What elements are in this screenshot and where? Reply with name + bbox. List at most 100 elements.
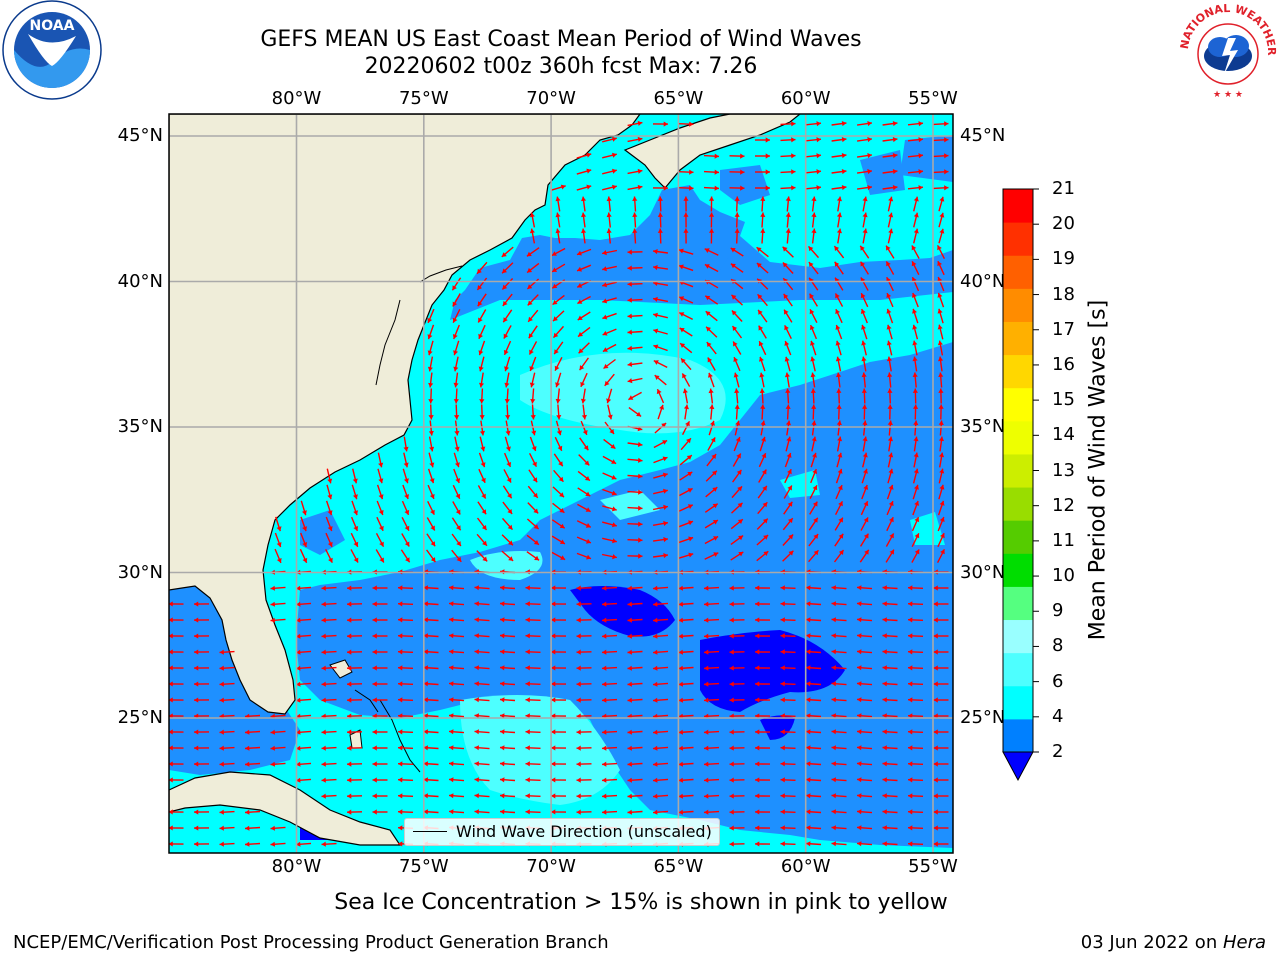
wave-direction-arrowhead	[533, 508, 539, 514]
wave-direction-arrowhead	[933, 665, 938, 671]
wave-direction-arrowhead	[755, 793, 760, 799]
wave-direction-arrowhead	[500, 697, 505, 703]
wave-direction-arrowhead	[474, 697, 479, 703]
wave-direction-arrowhead	[627, 633, 632, 639]
wave-direction-arrowhead	[604, 380, 610, 386]
wave-direction-arrowhead	[831, 761, 836, 767]
wave-direction-arrowhead	[583, 445, 589, 451]
wave-direction-arrowhead	[810, 372, 816, 378]
wave-direction-arrowhead	[637, 136, 643, 142]
wave-direction-arrowhead	[580, 381, 585, 387]
wave-direction-arrowhead	[811, 196, 817, 202]
wave-direction-arrowhead	[606, 212, 612, 218]
wave-direction-arrowhead	[477, 268, 482, 274]
wave-direction-arrowhead	[372, 665, 377, 671]
wave-direction-arrowhead	[706, 326, 711, 332]
wave-direction-arrowhead	[504, 382, 510, 388]
wave-direction-arrowhead	[576, 761, 581, 767]
wave-direction-arrowhead	[581, 228, 587, 234]
wave-direction-arrowhead	[455, 509, 461, 515]
axis-tick-label: 80°W	[271, 856, 322, 877]
wave-direction-arrowhead	[321, 633, 326, 639]
wave-direction-arrowhead	[912, 388, 918, 393]
wave-direction-arrowhead	[576, 793, 581, 799]
wave-direction-arrowhead	[398, 761, 403, 767]
wave-direction-arrowhead	[704, 761, 709, 767]
wave-direction-arrowhead	[678, 617, 683, 623]
wave-direction-arrowhead	[761, 436, 766, 442]
axis-tick-label: 30°N	[960, 561, 1006, 583]
wave-direction-arrowhead	[755, 649, 760, 655]
wave-direction-arrowhead	[813, 517, 818, 523]
wave-direction-arrowhead	[704, 649, 709, 655]
wave-direction-arrowhead	[710, 420, 715, 426]
wave-direction-arrowhead	[638, 489, 643, 495]
wave-direction-arrowhead	[581, 196, 587, 202]
wave-direction-arrowhead	[579, 365, 585, 371]
wave-direction-arrowhead	[780, 745, 785, 751]
wave-direction-arrowhead	[169, 633, 173, 639]
wave-direction-arrowhead	[398, 585, 403, 591]
wave-direction-arrowhead	[627, 809, 632, 815]
wave-direction-arrowhead	[889, 533, 894, 539]
wave-direction-arrowhead	[372, 793, 377, 799]
wave-direction-arrowhead	[578, 331, 583, 337]
axis-tick-label: 25°N	[960, 707, 1006, 728]
wave-direction-arrowhead	[780, 649, 785, 655]
wave-direction-arrowhead	[653, 681, 658, 687]
wave-direction-arrowhead	[732, 326, 738, 331]
wave-direction-arrowhead	[270, 729, 275, 735]
lat-lon-gridlines	[169, 114, 953, 853]
wave-direction-arrowhead	[908, 665, 913, 671]
wave-direction-arrowhead	[581, 414, 587, 420]
wave-direction-arrowhead	[245, 745, 250, 751]
wave-direction-arrowhead	[576, 585, 581, 591]
wave-direction-arrowhead	[551, 697, 556, 703]
wave-direction-arrowhead	[729, 601, 734, 607]
wave-direction-arrowhead	[449, 745, 454, 751]
wave-direction-arrowhead	[404, 478, 409, 484]
wave-direction-arrowhead	[735, 437, 741, 442]
wave-direction-arrowhead	[169, 729, 173, 735]
wave-direction-arrowhead	[296, 729, 301, 735]
wave-direction-arrowhead	[525, 617, 530, 623]
wave-direction-arrowhead	[474, 809, 479, 815]
wave-direction-arrowhead	[372, 697, 377, 703]
wave-direction-arrowhead	[449, 809, 454, 815]
sea-ice-note: Sea Ice Concentration > 15% is shown in …	[334, 890, 948, 915]
wave-direction-arrowhead	[653, 601, 658, 607]
wave-direction-arrowhead	[888, 212, 894, 218]
wave-direction-arrowhead	[602, 697, 607, 703]
wave-direction-arrowhead	[681, 358, 686, 364]
wave-direction-arrowhead	[812, 452, 817, 458]
credit-branch: NCEP/EMC/Verification Post Processing Pr…	[13, 932, 609, 953]
wave-direction-arrowhead	[678, 633, 683, 639]
wave-direction-arrowhead	[806, 665, 811, 671]
wave-direction-arrowhead	[525, 649, 530, 655]
wave-direction-arrowhead	[683, 196, 689, 201]
wave-direction-arrowhead	[449, 617, 454, 623]
wave-direction-arrowhead	[423, 681, 428, 687]
wave-direction-arrowhead	[914, 533, 920, 539]
wave-direction-arrowhead	[782, 246, 788, 252]
wave-direction-arrowhead	[809, 309, 815, 315]
wave-direction-arrowhead	[806, 649, 811, 655]
wave-direction-arrowhead	[810, 340, 815, 346]
wave-direction-arrowhead	[755, 697, 760, 703]
wave-direction-arrowhead	[704, 665, 709, 671]
wave-direction-arrowhead	[500, 777, 505, 783]
wave-direction-arrowhead	[735, 420, 741, 426]
wave-direction-arrowhead	[379, 541, 384, 547]
wave-direction-arrowhead	[663, 537, 668, 543]
wave-direction-arrowhead	[500, 617, 505, 623]
wave-direction-arrowhead	[321, 745, 326, 751]
wave-direction-arrowhead	[708, 372, 713, 378]
wave-direction-arrowhead	[729, 761, 734, 767]
wave-direction-arrowhead	[452, 301, 458, 307]
wave-direction-arrowhead	[530, 415, 536, 420]
wave-direction-arrowhead	[862, 228, 868, 234]
nws-logo: NATIONAL WEATHER SERVICE ★ ★ ★	[1176, 0, 1278, 101]
wave-direction-arrowhead	[882, 681, 887, 687]
wave-direction-arrowhead	[937, 324, 943, 330]
wave-direction-arrowhead	[862, 452, 868, 458]
